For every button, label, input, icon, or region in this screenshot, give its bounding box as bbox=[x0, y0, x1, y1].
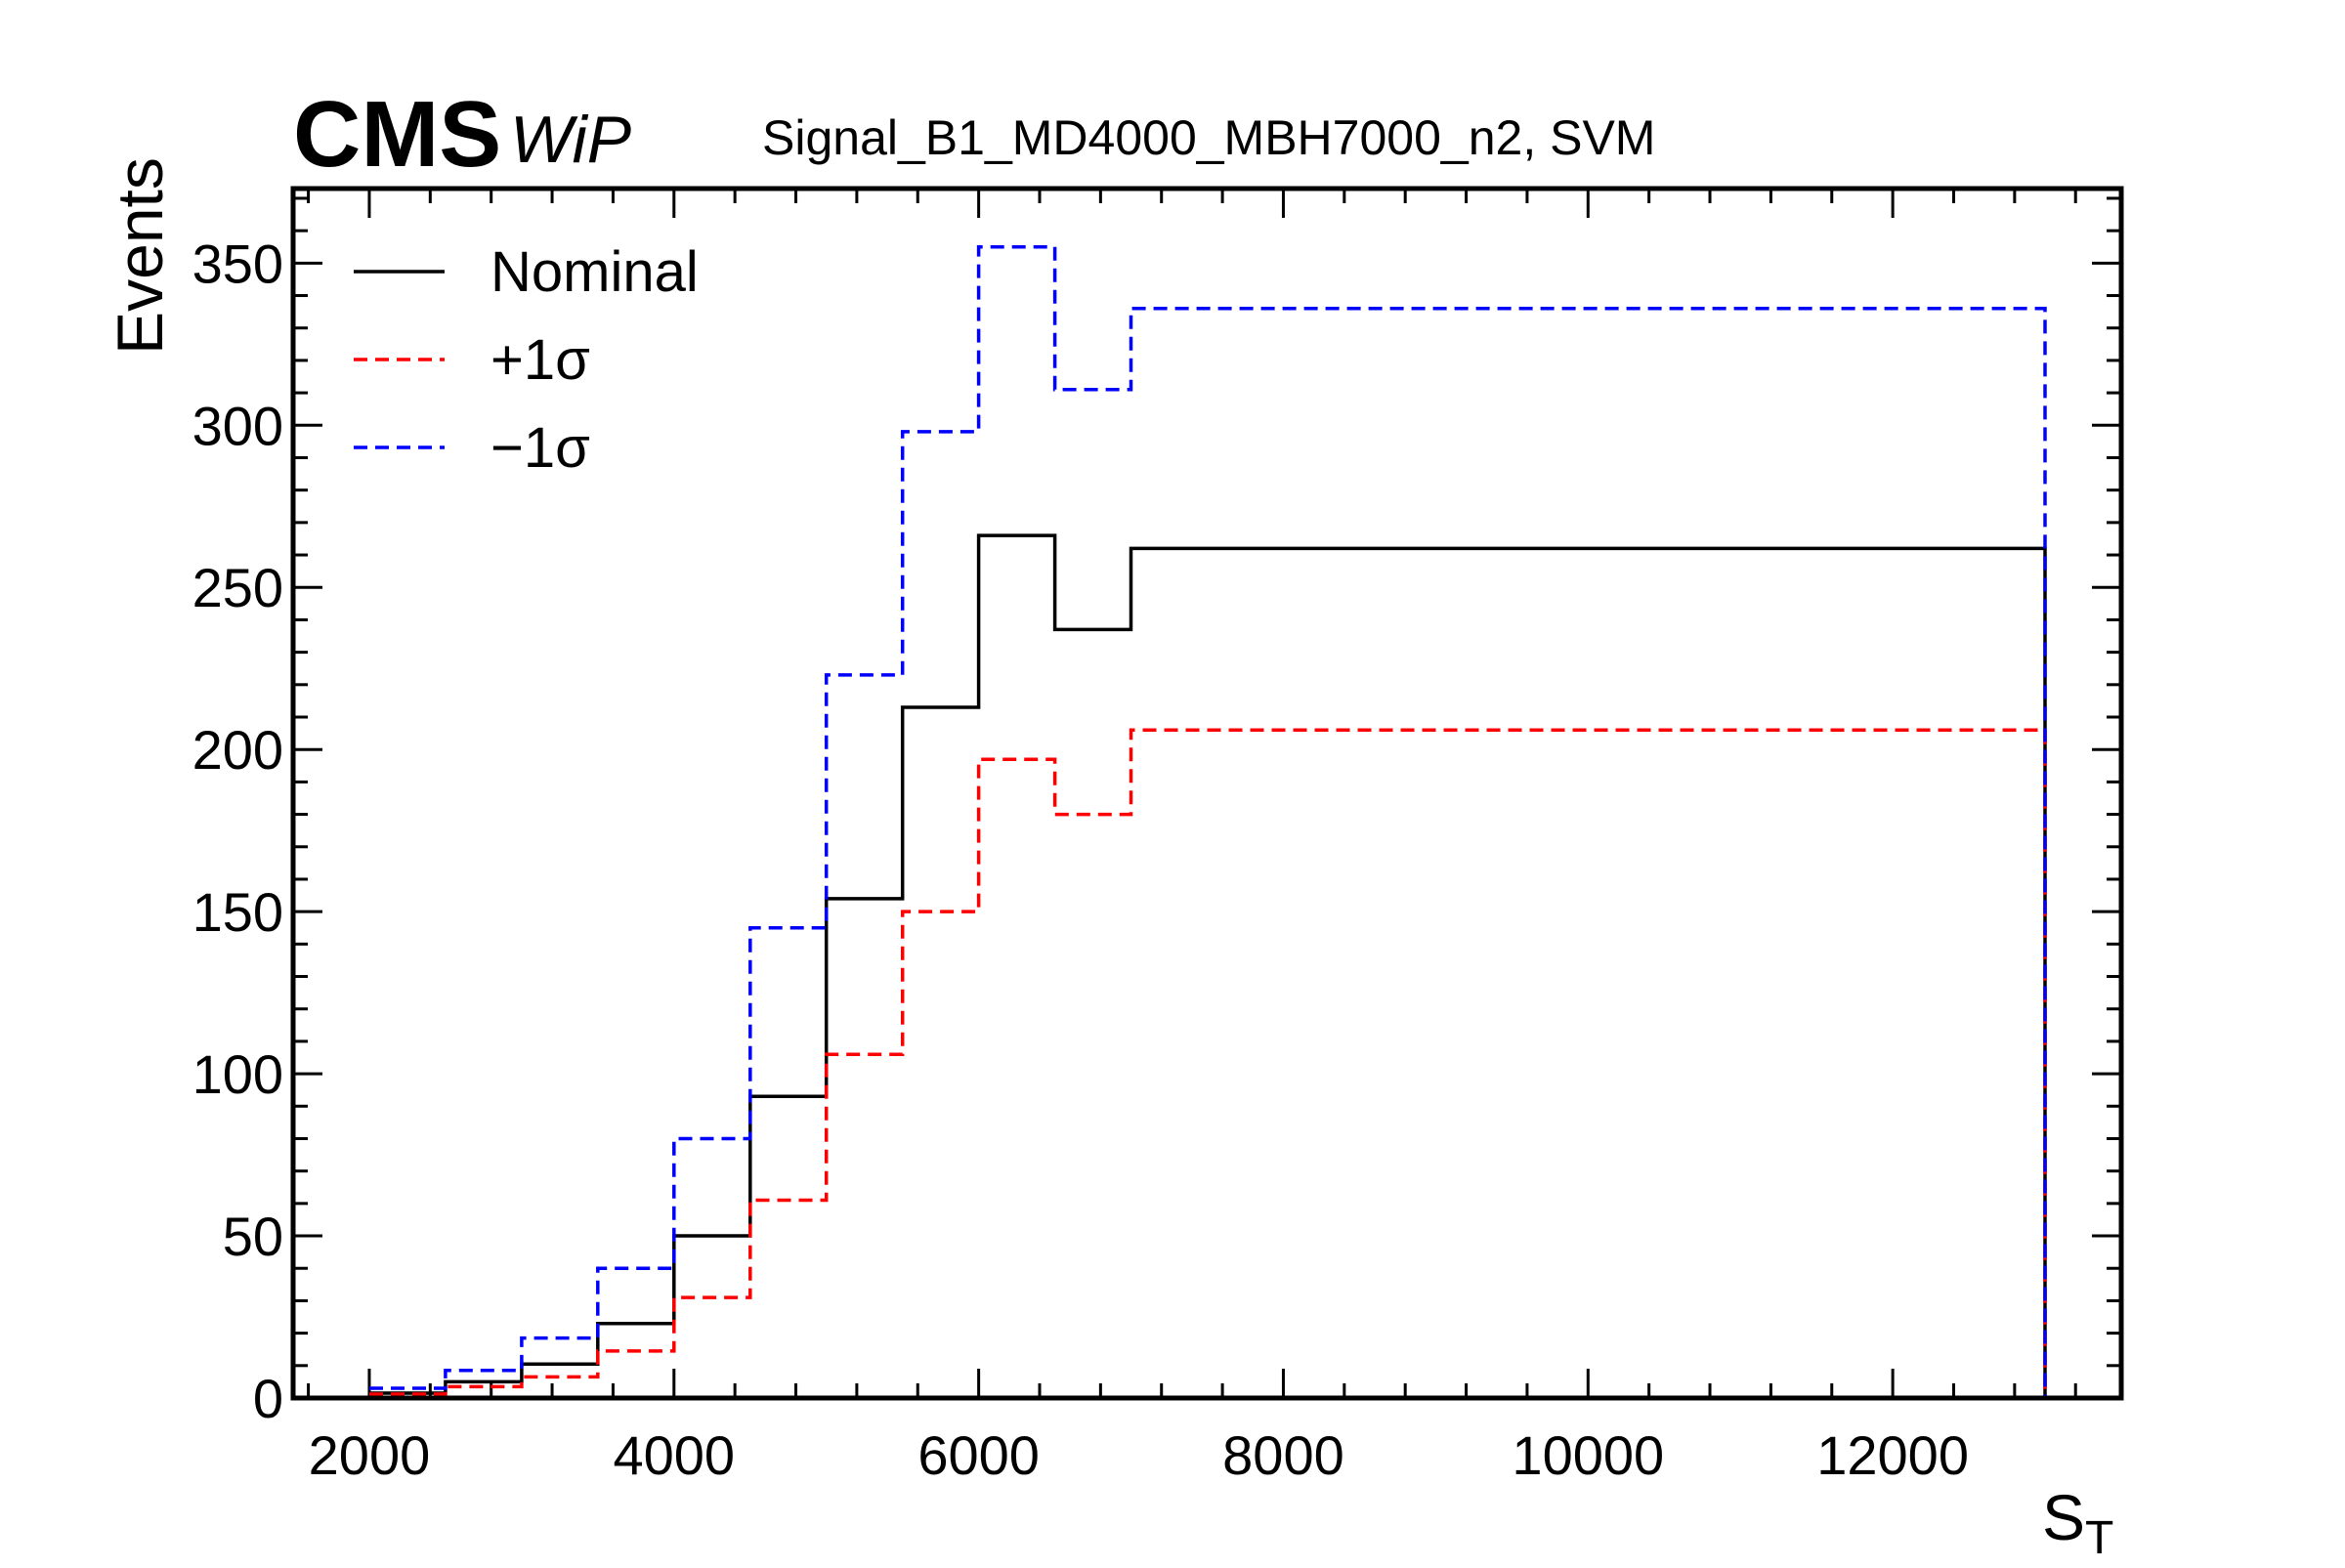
legend: Nominal +1σ −1σ bbox=[354, 240, 699, 480]
plot-frame bbox=[290, 186, 2124, 1401]
x-tick-label: 10000 bbox=[1512, 1424, 1664, 1486]
series-lines bbox=[369, 244, 2047, 1398]
legend-label: −1σ bbox=[490, 416, 590, 480]
x-tick-label: 2000 bbox=[309, 1424, 431, 1486]
series-line-1 bbox=[369, 728, 2047, 1398]
y-tick-label: 300 bbox=[192, 395, 283, 456]
y-tick-label: 200 bbox=[192, 719, 283, 781]
x-axis-title-main: S bbox=[2042, 1481, 2085, 1553]
x-tick-label: 8000 bbox=[1222, 1424, 1344, 1486]
x-tick-label: 12000 bbox=[1816, 1424, 1969, 1486]
cms-label: CMS bbox=[293, 82, 501, 187]
y-axis-title: Events bbox=[104, 157, 176, 355]
status-label: WiP bbox=[510, 103, 631, 177]
y-tick-label: 350 bbox=[192, 233, 283, 294]
y-tick-label: 250 bbox=[192, 557, 283, 618]
y-tick-label: 50 bbox=[223, 1206, 283, 1267]
legend-label: +1σ bbox=[490, 328, 590, 392]
x-axis-title-subscript: T bbox=[2085, 1512, 2113, 1563]
x-tick-label: 4000 bbox=[614, 1424, 736, 1486]
y-tick-label: 150 bbox=[192, 881, 283, 943]
y-tick-label: 100 bbox=[192, 1043, 283, 1105]
sample-label: Signal_B1_MD4000_MBH7000_n2, SVM bbox=[762, 110, 1655, 165]
series-line-2 bbox=[369, 244, 2047, 1398]
x-tick-label: 6000 bbox=[917, 1424, 1040, 1486]
axis-ticks: 2000 4000 6000 8000 10000 12000 0 50 100 150 200 25… bbox=[192, 189, 2121, 1486]
y-tick-label: 0 bbox=[253, 1368, 283, 1429]
x-axis-title: ST bbox=[2042, 1481, 2113, 1563]
legend-label: Nominal bbox=[490, 240, 699, 304]
